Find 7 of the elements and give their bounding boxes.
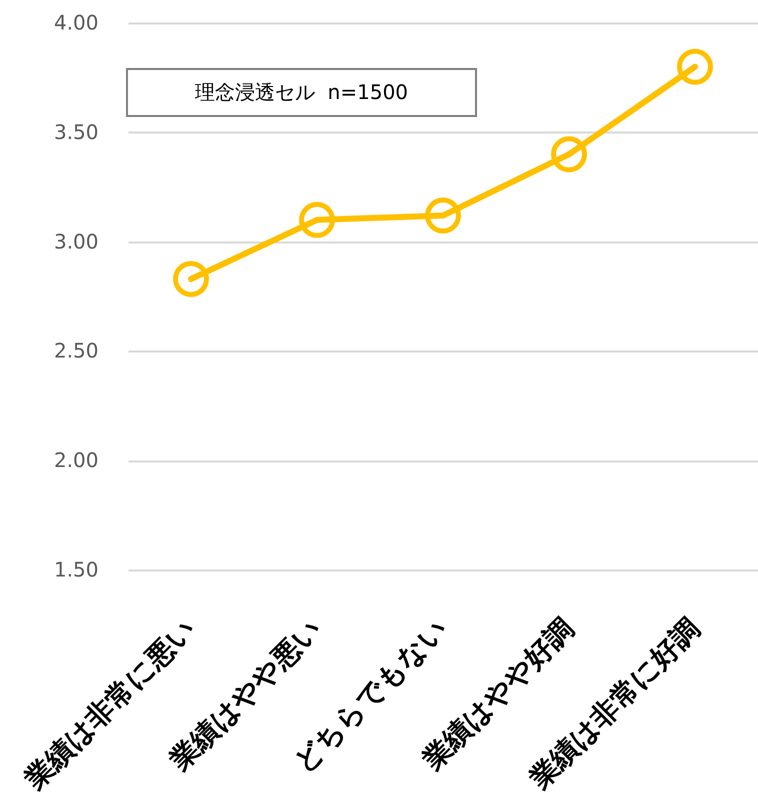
y-tick-label: 4.00 <box>54 10 98 34</box>
y-tick-label: 3.00 <box>54 229 98 254</box>
y-tick-label: 1.50 <box>54 558 98 582</box>
y-tick-label: 3.50 <box>54 120 98 144</box>
annotation: 理念浸透セル n=1500 <box>126 68 477 117</box>
y-tick-label: 2.50 <box>54 338 98 363</box>
y-tick-label: 2.00 <box>54 448 98 472</box>
